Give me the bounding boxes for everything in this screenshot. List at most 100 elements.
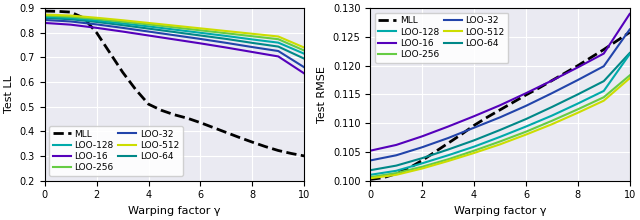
LOO-64: [419, 157, 426, 160]
LOO-512: [470, 152, 478, 154]
MLL: [157, 109, 165, 112]
LOO-16: [145, 34, 152, 37]
Line: LOO-64: LOO-64: [371, 53, 630, 170]
LOO-32: [444, 137, 452, 139]
LOO-128: [522, 125, 530, 128]
Line: LOO-256: LOO-256: [45, 16, 304, 51]
LOO-128: [93, 19, 100, 22]
LOO-16: [600, 52, 607, 55]
MLL: [93, 31, 100, 34]
MLL: [209, 126, 217, 129]
LOO-32: [300, 66, 308, 69]
LOO-128: [548, 114, 556, 117]
MLL: [405, 167, 413, 169]
MLL: [54, 10, 61, 13]
Line: LOO-16: LOO-16: [45, 23, 304, 73]
LOO-256: [496, 140, 504, 143]
LOO-128: [600, 90, 607, 92]
MLL: [444, 142, 452, 145]
LOO-512: [496, 143, 504, 146]
LOO-256: [223, 32, 230, 35]
LOO-64: [367, 169, 374, 172]
Legend: MLL, LOO-128, LOO-16, LOO-256, LOO-32, LOO-512, LOO-64, : MLL, LOO-128, LOO-16, LOO-256, LOO-32, L…: [375, 13, 508, 63]
LOO-128: [470, 145, 478, 148]
MLL: [561, 72, 569, 74]
LOO-16: [522, 92, 530, 95]
LOO-16: [275, 55, 282, 58]
LOO-256: [626, 74, 634, 77]
LOO-32: [41, 19, 49, 21]
LOO-16: [419, 135, 426, 138]
LOO-128: [300, 52, 308, 55]
LOO-32: [392, 154, 400, 157]
LOO-16: [41, 22, 49, 24]
LOO-256: [367, 176, 374, 178]
LOO-16: [67, 23, 75, 26]
MLL: [522, 94, 530, 96]
LOO-64: [223, 38, 230, 40]
MLL: [613, 40, 621, 42]
MLL: [419, 159, 426, 162]
LOO-512: [367, 177, 374, 180]
MLL: [41, 10, 49, 13]
LOO-256: [119, 20, 127, 23]
MLL: [626, 31, 634, 34]
MLL: [106, 51, 113, 54]
LOO-512: [626, 77, 634, 80]
LOO-32: [470, 126, 478, 129]
LOO-16: [300, 72, 308, 75]
LOO-512: [574, 111, 582, 114]
LOO-128: [626, 53, 634, 55]
LOO-16: [548, 79, 556, 82]
MLL: [483, 116, 491, 119]
LOO-512: [600, 99, 607, 102]
LOO-16: [223, 46, 230, 49]
LOO-512: [444, 160, 452, 162]
MLL: [574, 64, 582, 67]
LOO-128: [275, 41, 282, 44]
LOO-64: [93, 21, 100, 23]
LOO-512: [171, 24, 179, 27]
LOO-64: [600, 80, 607, 82]
LOO-512: [548, 123, 556, 126]
LOO-128: [196, 31, 204, 34]
LOO-512: [300, 46, 308, 49]
MLL: [119, 71, 127, 73]
LOO-32: [223, 42, 230, 44]
MLL: [470, 124, 478, 127]
LOO-64: [444, 148, 452, 151]
LOO-32: [93, 23, 100, 26]
LOO-128: [41, 15, 49, 18]
LOO-128: [67, 17, 75, 19]
Y-axis label: Test RMSE: Test RMSE: [317, 66, 327, 123]
LOO-128: [223, 35, 230, 37]
LOO-16: [119, 30, 127, 33]
LOO-128: [496, 136, 504, 138]
LOO-256: [67, 15, 75, 18]
LOO-512: [145, 22, 152, 24]
LOO-64: [574, 93, 582, 96]
LOO-16: [470, 115, 478, 117]
LOO-256: [419, 165, 426, 168]
MLL: [300, 155, 308, 157]
LOO-16: [367, 149, 374, 152]
Line: LOO-256: LOO-256: [371, 75, 630, 177]
LOO-512: [275, 35, 282, 38]
LOO-512: [67, 14, 75, 17]
LOO-64: [275, 45, 282, 48]
LOO-64: [626, 52, 634, 54]
LOO-512: [93, 16, 100, 19]
LOO-32: [67, 20, 75, 23]
LOO-32: [419, 146, 426, 149]
LOO-64: [496, 129, 504, 131]
LOO-256: [470, 149, 478, 152]
LOO-256: [444, 158, 452, 161]
MLL: [275, 149, 282, 152]
Line: MLL: MLL: [371, 32, 630, 179]
LOO-256: [93, 18, 100, 20]
LOO-128: [574, 102, 582, 105]
LOO-32: [600, 65, 607, 68]
LOO-32: [574, 79, 582, 81]
LOO-256: [548, 119, 556, 122]
MLL: [367, 178, 374, 181]
